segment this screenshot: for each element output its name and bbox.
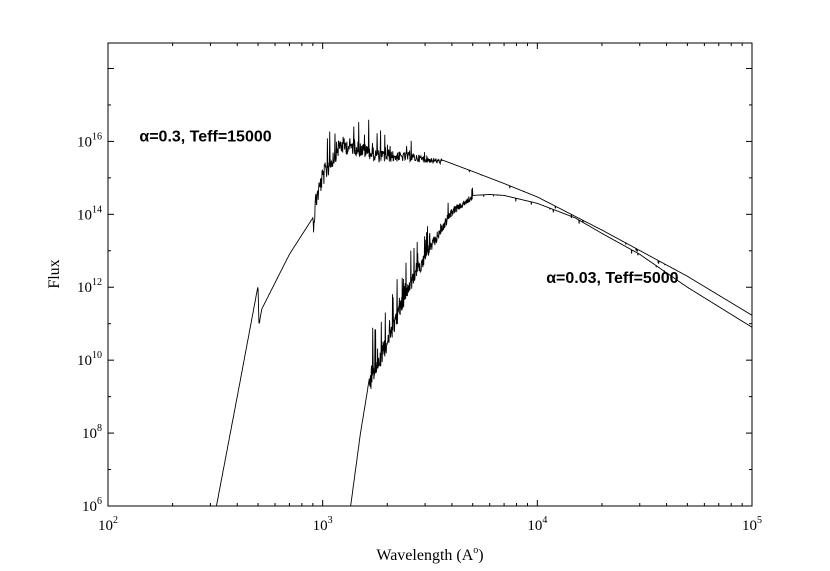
y-tick-label: 1016: [77, 131, 102, 150]
y-tick-label: 1012: [77, 277, 102, 296]
y-tick-label-exp: 10: [92, 350, 102, 361]
y-axis-title: Flux: [46, 259, 63, 288]
annotations: α=0.3, Teff=15000 α=0.03, Teff=5000: [139, 128, 678, 287]
y-tick-label-exp: 6: [97, 496, 102, 507]
y-tick-label-exp: 12: [92, 277, 102, 288]
y-tick-label-base: 10: [77, 134, 92, 150]
series-line-1: [215, 119, 753, 507]
x-tick-label-base: 10: [98, 518, 113, 534]
annotation-1: α=0.3, Teff=15000: [139, 128, 271, 145]
x-tick-label-exp: 2: [113, 515, 118, 526]
x-tick-label: 105: [742, 515, 762, 534]
x-tick-label-base: 10: [527, 518, 542, 534]
y-tick-label-base: 10: [77, 353, 92, 369]
y-tick-label-exp: 14: [92, 204, 102, 215]
series-line-2: [350, 187, 753, 507]
y-tick-label-exp: 16: [92, 131, 102, 142]
x-axis-title-sup: o: [473, 545, 478, 556]
y-tick-label-exp: 8: [97, 423, 102, 434]
annotation-2: α=0.03, Teff=5000: [546, 270, 678, 287]
y-tick-label-base: 10: [82, 499, 97, 515]
y-tick-label-base: 10: [77, 280, 92, 296]
x-axis-title-suffix: ): [478, 547, 483, 564]
x-axis-title: Wavelength (Ao): [376, 545, 483, 564]
x-tick-label-exp: 4: [542, 515, 547, 526]
y-tick-label-base: 10: [82, 426, 97, 442]
y-tick-label: 106: [82, 496, 102, 515]
x-tick-label: 104: [527, 515, 547, 534]
ticks: [107, 43, 753, 507]
x-tick-label: 102: [98, 515, 118, 534]
x-tick-label-exp: 3: [328, 515, 333, 526]
y-tick-label: 1014: [77, 204, 102, 223]
x-tick-label-exp: 5: [757, 515, 762, 526]
x-tick-label-base: 10: [313, 518, 328, 534]
series: [215, 119, 753, 507]
x-axis-title-main: Wavelength (A: [376, 547, 473, 564]
x-tick-label: 103: [313, 515, 333, 534]
y-tick-label-base: 10: [77, 207, 92, 223]
plot-frame: [107, 42, 753, 507]
y-tick-label: 1010: [77, 350, 102, 369]
y-tick-label: 108: [82, 423, 102, 442]
x-tick-label-base: 10: [742, 518, 757, 534]
